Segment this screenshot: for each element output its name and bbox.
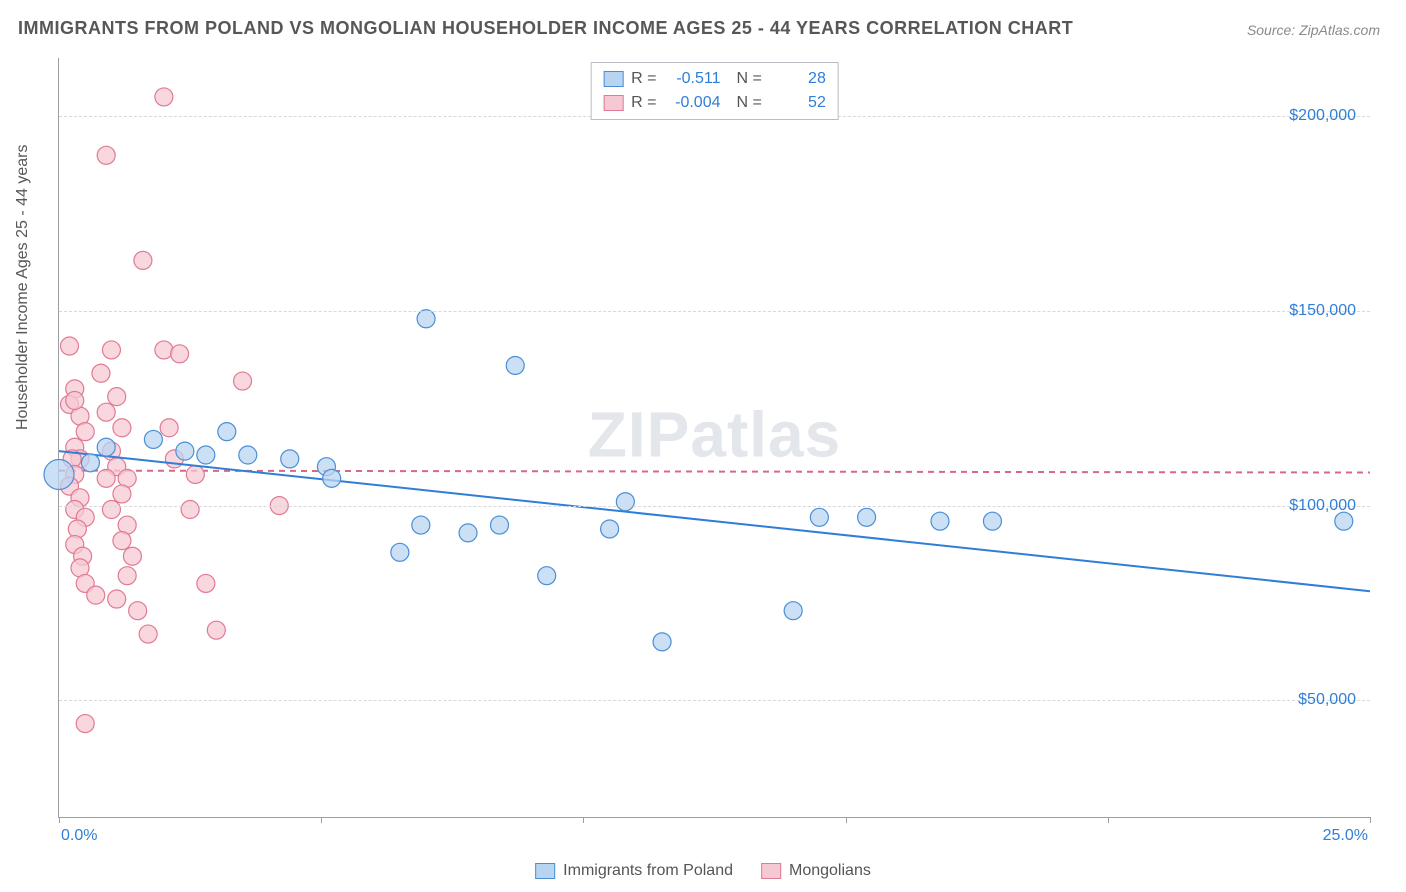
data-point	[417, 310, 435, 328]
source-label: Source: ZipAtlas.com	[1247, 22, 1380, 38]
data-point	[412, 516, 430, 534]
data-point	[601, 520, 619, 538]
data-point	[144, 430, 162, 448]
series-label-1: Mongolians	[789, 862, 871, 880]
chart-container: IMMIGRANTS FROM POLAND VS MONGOLIAN HOUS…	[0, 0, 1406, 892]
r-value-0: -0.511	[665, 67, 721, 91]
data-point	[784, 602, 802, 620]
data-point	[653, 633, 671, 651]
swatch-blue	[603, 71, 623, 87]
data-point	[97, 403, 115, 421]
data-point	[186, 465, 204, 483]
data-point	[108, 590, 126, 608]
data-point	[1335, 512, 1353, 530]
data-point	[197, 574, 215, 592]
legend-row: R = -0.004 N = 52	[603, 91, 826, 115]
data-point	[155, 341, 173, 359]
data-point	[44, 459, 74, 489]
data-point	[113, 419, 131, 437]
swatch-pink	[761, 863, 781, 879]
data-point	[92, 364, 110, 382]
data-point	[197, 446, 215, 464]
y-tick-label: $200,000	[1289, 107, 1356, 125]
plot-area: ZIPatlas R = -0.511 N = 28 R = -0.004 N …	[58, 58, 1370, 818]
y-axis-label: Householder Income Ages 25 - 44 years	[14, 145, 32, 431]
data-point	[76, 715, 94, 733]
data-point	[102, 501, 120, 519]
data-point	[76, 423, 94, 441]
data-point	[323, 469, 341, 487]
data-point	[160, 419, 178, 437]
r-label: R =	[631, 91, 656, 115]
data-point	[176, 442, 194, 460]
data-point	[134, 251, 152, 269]
x-tick-label: 25.0%	[1323, 827, 1368, 845]
data-point	[538, 567, 556, 585]
data-point	[858, 508, 876, 526]
swatch-pink	[603, 95, 623, 111]
data-point	[506, 356, 524, 374]
data-point	[234, 372, 252, 390]
data-point	[68, 520, 86, 538]
swatch-blue	[535, 863, 555, 879]
data-point	[97, 469, 115, 487]
data-point	[171, 345, 189, 363]
data-point	[102, 341, 120, 359]
data-point	[129, 602, 147, 620]
data-point	[118, 567, 136, 585]
data-point	[616, 493, 634, 511]
y-tick-label: $150,000	[1289, 302, 1356, 320]
data-point	[810, 508, 828, 526]
data-point	[181, 501, 199, 519]
data-point	[108, 388, 126, 406]
data-point	[113, 485, 131, 503]
data-point	[983, 512, 1001, 530]
data-point	[60, 337, 78, 355]
plot-svg	[59, 58, 1370, 817]
legend-item: Mongolians	[761, 862, 871, 880]
data-point	[490, 516, 508, 534]
data-point	[123, 547, 141, 565]
data-point	[81, 454, 99, 472]
n-label: N =	[737, 67, 762, 91]
r-value-1: -0.004	[665, 91, 721, 115]
data-point	[218, 423, 236, 441]
legend-row: R = -0.511 N = 28	[603, 67, 826, 91]
data-point	[66, 392, 84, 410]
correlation-legend: R = -0.511 N = 28 R = -0.004 N = 52	[590, 62, 839, 120]
y-tick-label: $50,000	[1298, 691, 1356, 709]
data-point	[113, 532, 131, 550]
n-value-1: 52	[770, 91, 826, 115]
data-point	[931, 512, 949, 530]
data-point	[391, 543, 409, 561]
data-point	[239, 446, 257, 464]
data-point	[281, 450, 299, 468]
x-tick-label: 0.0%	[61, 827, 97, 845]
data-point	[459, 524, 477, 542]
series-legend: Immigrants from Poland Mongolians	[535, 862, 871, 880]
series-label-0: Immigrants from Poland	[563, 862, 733, 880]
data-point	[155, 88, 173, 106]
data-point	[207, 621, 225, 639]
data-point	[139, 625, 157, 643]
y-tick-label: $100,000	[1289, 497, 1356, 515]
data-point	[97, 438, 115, 456]
data-point	[97, 146, 115, 164]
n-value-0: 28	[770, 67, 826, 91]
chart-title: IMMIGRANTS FROM POLAND VS MONGOLIAN HOUS…	[18, 18, 1073, 39]
data-point	[87, 586, 105, 604]
n-label: N =	[737, 91, 762, 115]
r-label: R =	[631, 67, 656, 91]
legend-item: Immigrants from Poland	[535, 862, 733, 880]
